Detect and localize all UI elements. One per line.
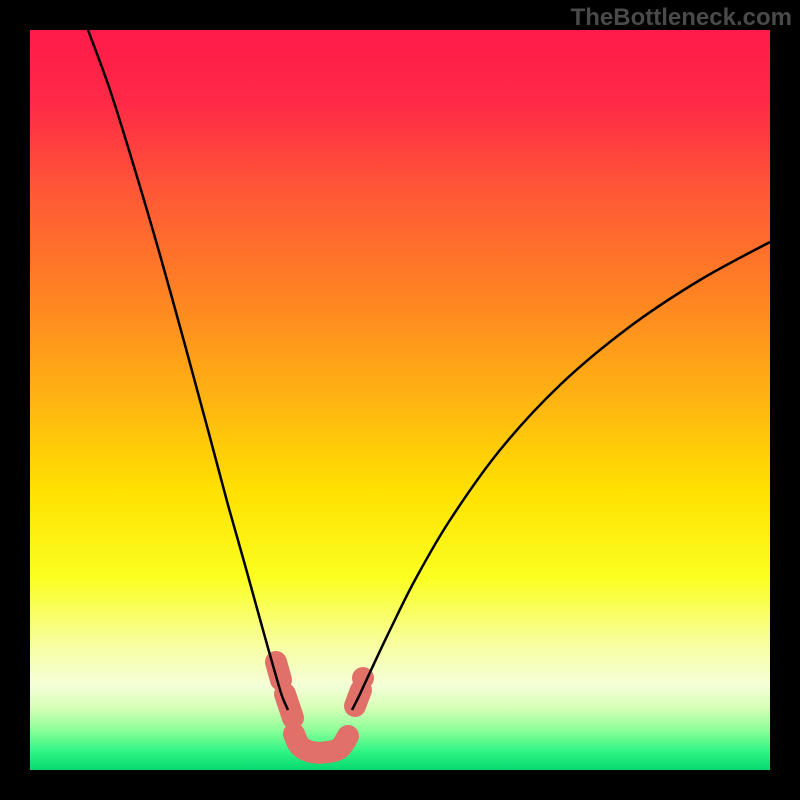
chart-svg [0, 0, 800, 800]
watermark-text: TheBottleneck.com [571, 4, 792, 32]
chart-frame: TheBottleneck.com [0, 0, 800, 800]
plot-background [30, 30, 770, 770]
